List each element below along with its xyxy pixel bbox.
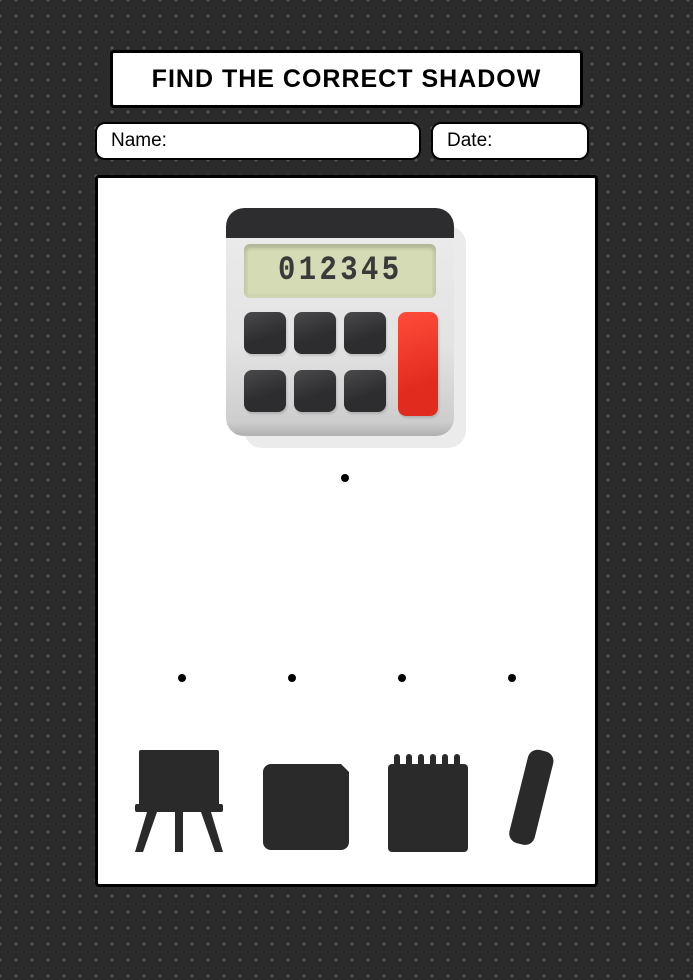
calculator-key bbox=[344, 370, 386, 412]
name-label: Name: bbox=[111, 130, 167, 152]
calculator-shadow-icon bbox=[261, 762, 353, 854]
source-dot[interactable] bbox=[341, 474, 349, 482]
shadow-option-calculator[interactable] bbox=[261, 762, 353, 854]
easel-icon bbox=[129, 744, 229, 854]
worksheet-panel: 012345 bbox=[95, 175, 598, 887]
calculator-key bbox=[294, 370, 336, 412]
calculator-digits: 012345 bbox=[278, 252, 402, 290]
fields-row: Name: Date: bbox=[95, 120, 598, 162]
date-label: Date: bbox=[447, 130, 492, 152]
calculator-body: 012345 bbox=[226, 208, 454, 436]
shadow-option-notepad[interactable] bbox=[384, 754, 472, 854]
calculator-illustration: 012345 bbox=[226, 208, 466, 448]
option-dot-4[interactable] bbox=[508, 674, 516, 682]
calculator-screen: 012345 bbox=[244, 244, 436, 298]
shadow-option-eraser[interactable] bbox=[504, 744, 564, 854]
title-banner: FIND THE CORRECT SHADOW bbox=[110, 50, 583, 108]
calculator-key bbox=[294, 312, 336, 354]
calculator-base-shade bbox=[226, 422, 454, 436]
calculator-key bbox=[244, 370, 286, 412]
name-field[interactable]: Name: bbox=[95, 122, 421, 160]
option-dot-3[interactable] bbox=[398, 674, 406, 682]
calculator-top-strip bbox=[226, 208, 454, 238]
shadow-option-easel[interactable] bbox=[129, 744, 229, 854]
calculator-enter-key bbox=[398, 312, 438, 416]
calculator-key bbox=[344, 312, 386, 354]
notepad-icon bbox=[384, 754, 472, 854]
shadow-options-row bbox=[98, 744, 595, 854]
page-title: FIND THE CORRECT SHADOW bbox=[152, 65, 542, 94]
eraser-icon bbox=[504, 744, 564, 854]
option-dot-1[interactable] bbox=[178, 674, 186, 682]
option-dot-2[interactable] bbox=[288, 674, 296, 682]
date-field[interactable]: Date: bbox=[431, 122, 589, 160]
calculator-key bbox=[244, 312, 286, 354]
